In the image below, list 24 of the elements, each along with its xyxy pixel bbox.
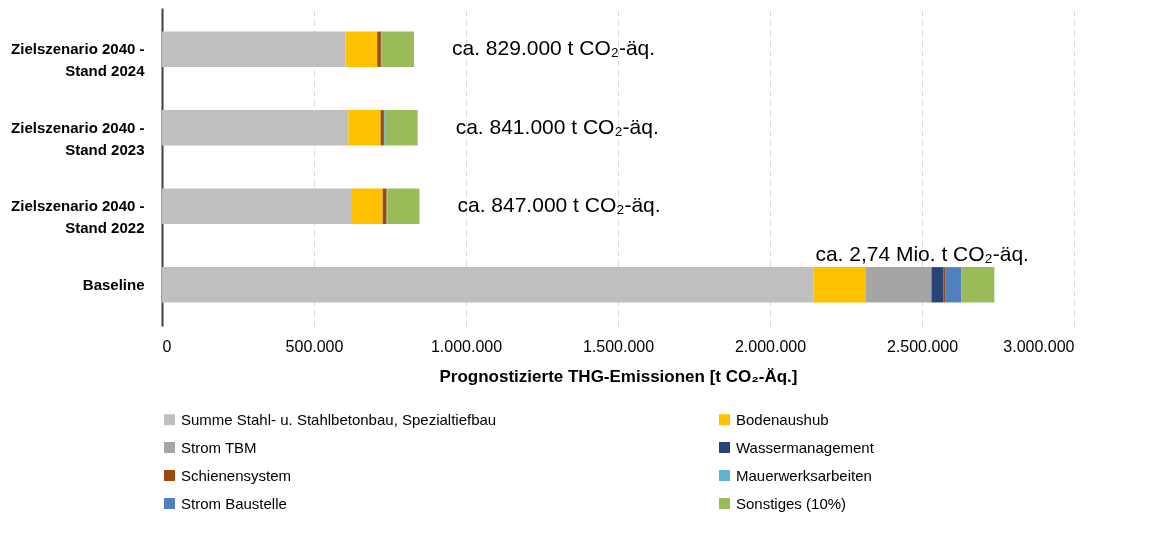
legend-label: Wassermanagement (736, 438, 875, 456)
legend-label: Bodenaushub (736, 410, 829, 428)
legend-label: Schienensystem (181, 466, 292, 484)
legend-label: Mauerwerksarbeiten (736, 466, 872, 484)
x-tick-label: 500.000 (285, 337, 344, 355)
x-tick-label: 2.500.000 (886, 337, 959, 355)
x-tick-label: 1.500.000 (582, 337, 655, 355)
y-tick-label: Zielszenario 2040 - Stand 2022 (11, 197, 145, 237)
y-tick-label: Zielszenario 2040 - Stand 2024 (11, 40, 146, 80)
annotation: ca. 847.000 t CO₂-äq. (457, 193, 661, 217)
x-tick-label: 0 (162, 337, 172, 355)
legend-label: Strom Baustelle (181, 494, 287, 512)
annotation: ca. 2,74 Mio. t CO₂-äq. (815, 241, 1029, 265)
legend-label: Sonstiges (10%) (736, 494, 847, 512)
y-tick-label: Zielszenario 2040 - Stand 2023 (11, 118, 145, 158)
x-tick-label: 1.000.000 (430, 337, 503, 355)
x-tick-label: 3.000.000 (1003, 337, 1075, 355)
legend-label: Summe Stahl- u. Stahlbetonbau, Spezialtiefbau (181, 410, 497, 428)
annotation: ca. 841.000 t CO₂-äq. (455, 114, 659, 138)
x-tick-label: 2.000.000 (734, 337, 807, 355)
legend-label: Strom TBM (181, 438, 257, 456)
y-tick-label: Baseline (82, 275, 145, 293)
x-axis-title: Prognostizierte THG-Emissionen [t CO₂-Äq.] (439, 366, 798, 386)
annotation: ca. 829.000 t CO₂-äq. (452, 36, 656, 60)
